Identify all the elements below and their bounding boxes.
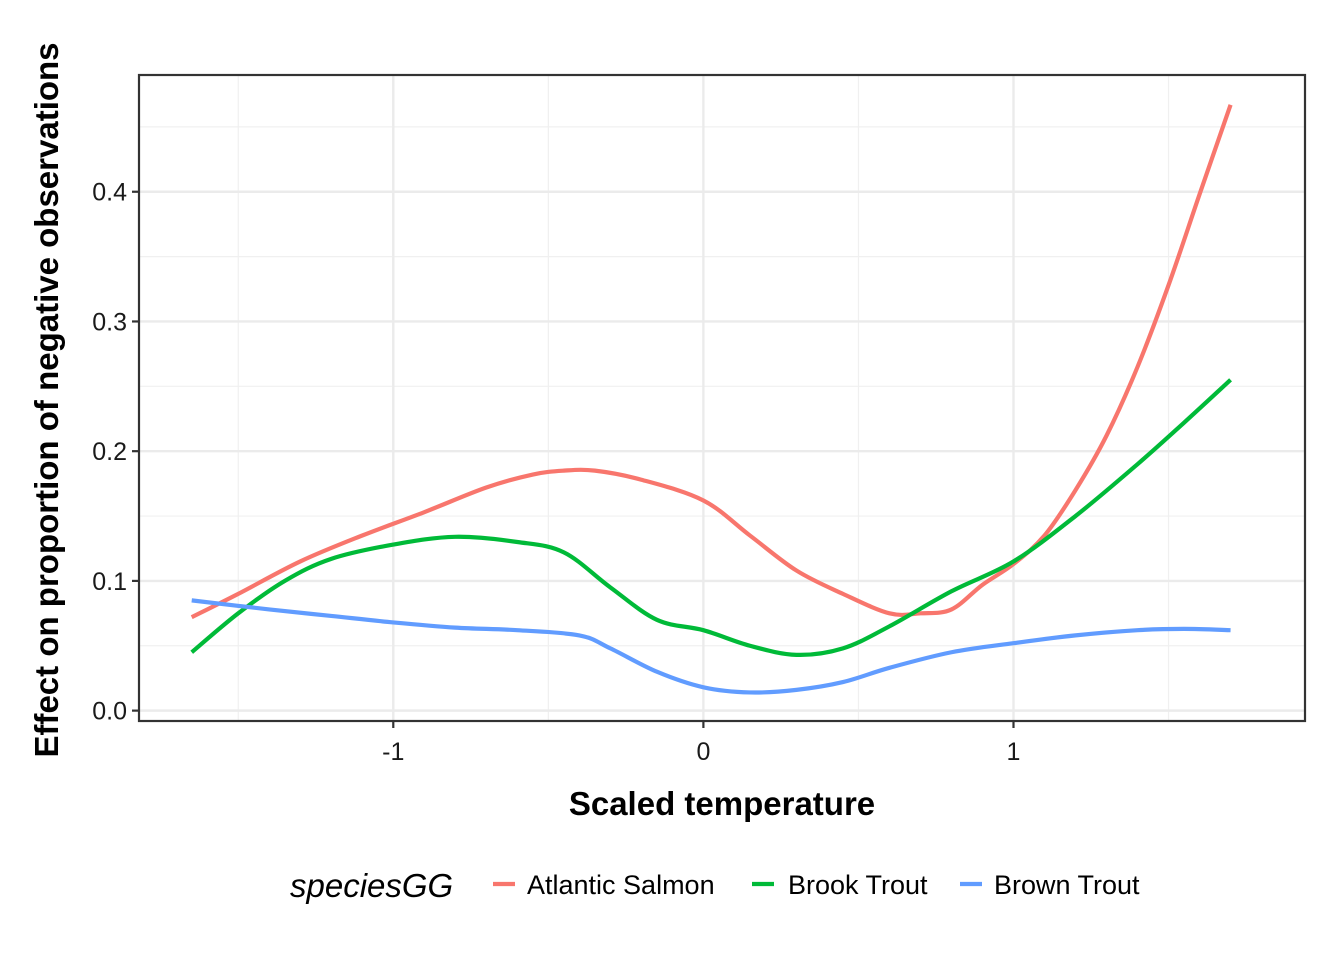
x-axis-title: Scaled temperature bbox=[569, 785, 875, 822]
y-tick-label: 0.3 bbox=[92, 308, 127, 336]
y-tick-label: 0.4 bbox=[92, 179, 127, 207]
y-tick-label: 0.1 bbox=[92, 568, 127, 596]
axes: -1 0 1 0.0 0.1 0.2 0.3 0.4 bbox=[92, 179, 1020, 766]
series-lines bbox=[190, 104, 1233, 695]
y-tick-label: 0.0 bbox=[92, 698, 127, 726]
grid-lines bbox=[139, 75, 1305, 721]
x-tick-label: -1 bbox=[382, 738, 404, 766]
x-tick-label: 1 bbox=[1007, 738, 1021, 766]
legend-label-atlantic-salmon: Atlantic Salmon bbox=[527, 870, 715, 900]
series-line-brook-trout bbox=[190, 378, 1232, 657]
legend: speciesGG Atlantic Salmon Brook Trout Brow… bbox=[290, 867, 1140, 904]
plot-frame bbox=[137, 73, 1307, 723]
legend-title: speciesGG bbox=[290, 867, 453, 904]
legend-label-brook-trout: Brook Trout bbox=[788, 870, 928, 900]
y-tick-label: 0.2 bbox=[92, 438, 127, 466]
legend-label-brown-trout: Brown Trout bbox=[994, 870, 1140, 900]
series-line-atlantic-salmon bbox=[190, 104, 1233, 620]
series-line-brown-trout bbox=[191, 598, 1231, 695]
y-axis-title: Effect on proportion of negative observa… bbox=[28, 42, 65, 757]
x-tick-label: 0 bbox=[696, 738, 710, 766]
